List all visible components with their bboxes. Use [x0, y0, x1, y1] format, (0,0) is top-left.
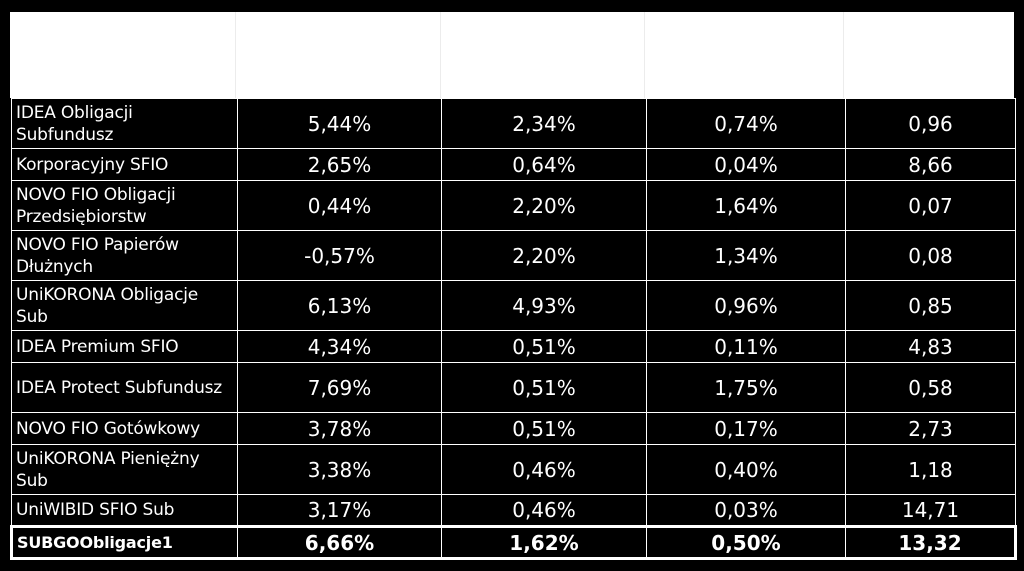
value-cell-col3: 0,03%	[646, 494, 846, 527]
table-row: NOVO FIO Obligacji Przedsiębiorstw 0,44%…	[11, 180, 1016, 231]
value-cell-col1: 6,13%	[237, 280, 442, 331]
value-cell-col1: -0,57%	[237, 230, 442, 281]
value-cell-col3: 1,64%	[646, 180, 846, 231]
summary-name-cell: SUBGOObligacje1	[10, 525, 238, 560]
table-row: IDEA Obligacji Subfundusz 5,44% 2,34% 0,…	[11, 98, 1016, 149]
value-cell-col3: 0,04%	[646, 148, 846, 181]
table-row: NOVO FIO Papierów Dłużnych -0,57% 2,20% …	[11, 230, 1016, 281]
value-cell-col3: 0,17%	[646, 412, 846, 445]
value-cell-col2: 0,51%	[441, 412, 647, 445]
fund-name-cell: UniWIBID SFIO Sub	[11, 494, 238, 527]
summary-row: SUBGOObligacje1 6,66% 1,62% 0,50% 13,32	[10, 525, 1017, 560]
value-cell-col3: 1,34%	[646, 230, 846, 281]
value-cell-col4: 0,08	[845, 230, 1016, 281]
fund-name-cell: NOVO FIO Papierów Dłużnych	[11, 230, 238, 281]
value-cell-col3: 0,96%	[646, 280, 846, 331]
header-divider	[440, 12, 441, 98]
table-row: Korporacyjny SFIO 2,65% 0,64% 0,04% 8,66	[11, 148, 1016, 181]
value-cell-col4: 0,85	[845, 280, 1016, 331]
value-cell-col1: 4,34%	[237, 330, 442, 363]
table-row: UniKORONA Obligacje Sub 6,13% 4,93% 0,96…	[11, 280, 1016, 331]
value-cell-col4: 1,18	[845, 444, 1016, 495]
value-cell-col1: 2,65%	[237, 148, 442, 181]
value-cell-col4: 8,66	[845, 148, 1016, 181]
fund-comparison-table: IDEA Obligacji Subfundusz 5,44% 2,34% 0,…	[10, 98, 1017, 560]
value-cell-col1: 3,17%	[237, 494, 442, 527]
value-cell-col3: 0,40%	[646, 444, 846, 495]
value-cell-col2: 0,51%	[441, 330, 647, 363]
value-cell-col4: 0,96	[845, 98, 1016, 149]
value-cell-col2: 0,46%	[441, 494, 647, 527]
value-cell-col1: 3,78%	[237, 412, 442, 445]
table-row: IDEA Premium SFIO 4,34% 0,51% 0,11% 4,83	[11, 330, 1016, 363]
fund-name-cell: NOVO FIO Gotówkowy	[11, 412, 238, 445]
summary-value-col4: 13,32	[845, 525, 1017, 560]
fund-name-cell: UniKORONA Obligacje Sub	[11, 280, 238, 331]
table-row: IDEA Protect Subfundusz 7,69% 0,51% 1,75…	[11, 362, 1016, 413]
value-cell-col4: 0,07	[845, 180, 1016, 231]
fund-name-cell: IDEA Protect Subfundusz	[11, 362, 238, 413]
fund-name-cell: Korporacyjny SFIO	[11, 148, 238, 181]
summary-value-col1: 6,66%	[237, 525, 442, 560]
value-cell-col1: 0,44%	[237, 180, 442, 231]
value-cell-col4: 4,83	[845, 330, 1016, 363]
value-cell-col3: 0,11%	[646, 330, 846, 363]
header-divider	[644, 12, 645, 98]
value-cell-col2: 0,51%	[441, 362, 647, 413]
fund-name-cell: NOVO FIO Obligacji Przedsiębiorstw	[11, 180, 238, 231]
value-cell-col4: 2,73	[845, 412, 1016, 445]
value-cell-col2: 0,64%	[441, 148, 647, 181]
value-cell-col3: 1,75%	[646, 362, 846, 413]
header-divider	[235, 12, 236, 98]
value-cell-col1: 3,38%	[237, 444, 442, 495]
value-cell-col2: 0,46%	[441, 444, 647, 495]
table-row: UniKORONA Pieniężny Sub 3,38% 0,46% 0,40…	[11, 444, 1016, 495]
table-row: NOVO FIO Gotówkowy 3,78% 0,51% 0,17% 2,7…	[11, 412, 1016, 445]
table-row: UniWIBID SFIO Sub 3,17% 0,46% 0,03% 14,7…	[11, 494, 1016, 527]
fund-name-cell: UniKORONA Pieniężny Sub	[11, 444, 238, 495]
value-cell-col2: 2,20%	[441, 180, 647, 231]
value-cell-col2: 4,93%	[441, 280, 647, 331]
value-cell-col2: 2,20%	[441, 230, 647, 281]
summary-value-col3: 0,50%	[646, 525, 846, 560]
fund-name-cell: IDEA Premium SFIO	[11, 330, 238, 363]
value-cell-col4: 0,58	[845, 362, 1016, 413]
value-cell-col4: 14,71	[845, 494, 1016, 527]
value-cell-col2: 2,34%	[441, 98, 647, 149]
header-divider	[843, 12, 844, 98]
summary-value-col2: 1,62%	[441, 525, 647, 560]
value-cell-col1: 5,44%	[237, 98, 442, 149]
table-header-band	[10, 12, 1014, 98]
value-cell-col1: 7,69%	[237, 362, 442, 413]
fund-name-cell: IDEA Obligacji Subfundusz	[11, 98, 238, 149]
value-cell-col3: 0,74%	[646, 98, 846, 149]
